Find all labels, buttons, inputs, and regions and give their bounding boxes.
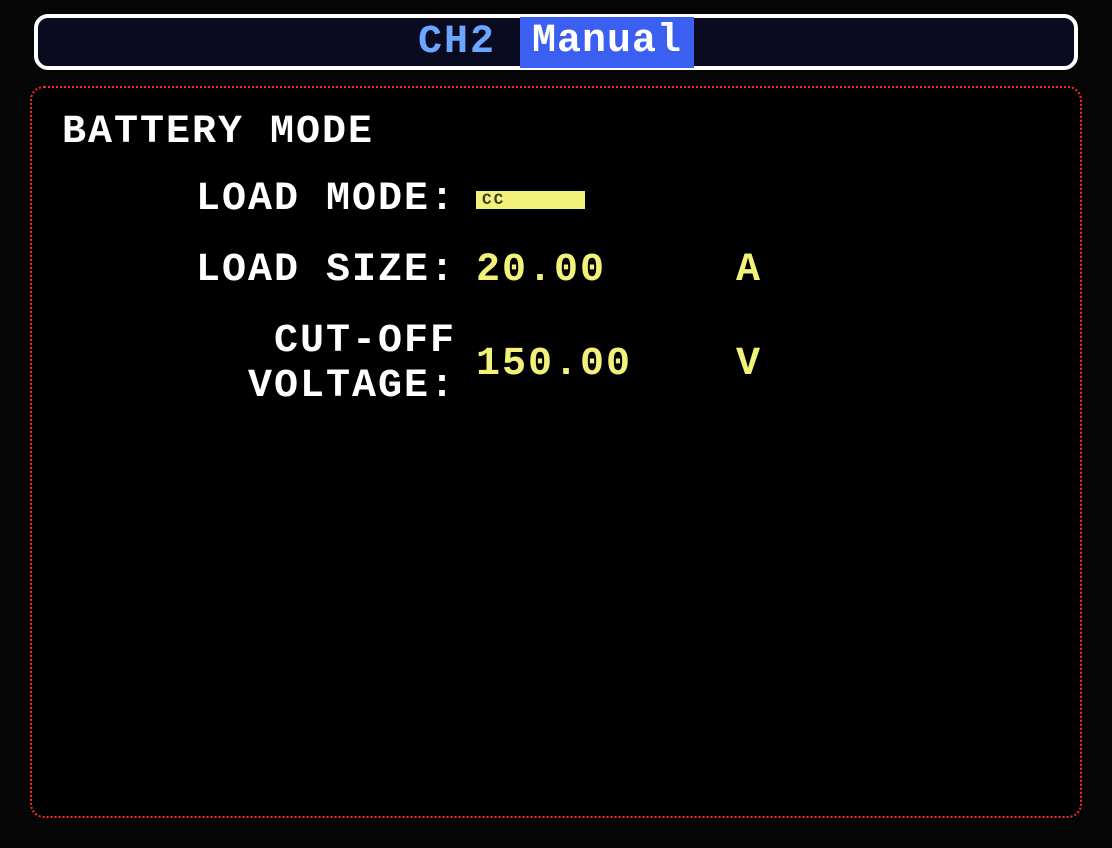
section-title: BATTERY MODE (62, 110, 1056, 155)
param-value-load-mode[interactable]: CC (476, 191, 736, 209)
param-label-load-mode: LOAD MODE: (56, 177, 476, 222)
settings-panel: BATTERY MODE LOAD MODE: CC LOAD SIZE: 20… (30, 86, 1082, 818)
param-unit-load-size: A (736, 248, 816, 293)
header-center: CH2 Manual (418, 17, 694, 68)
header-bar: CH2 Manual (34, 14, 1078, 70)
instrument-screen: CH2 Manual BATTERY MODE LOAD MODE: CC LO… (0, 0, 1112, 848)
mode-badge[interactable]: Manual (520, 17, 694, 68)
param-label-cutoff-voltage: CUT-OFF VOLTAGE: (56, 319, 476, 409)
channel-label: CH2 (418, 20, 496, 65)
param-value-load-mode-text[interactable]: CC (476, 191, 585, 209)
param-value-cutoff-voltage[interactable]: 150.00 (476, 342, 736, 387)
parameter-grid: LOAD MODE: CC LOAD SIZE: 20.00 A CUT-OFF… (56, 177, 1056, 409)
param-value-load-size[interactable]: 20.00 (476, 248, 736, 293)
param-unit-cutoff-voltage: V (736, 342, 816, 387)
param-label-load-size: LOAD SIZE: (56, 248, 476, 293)
